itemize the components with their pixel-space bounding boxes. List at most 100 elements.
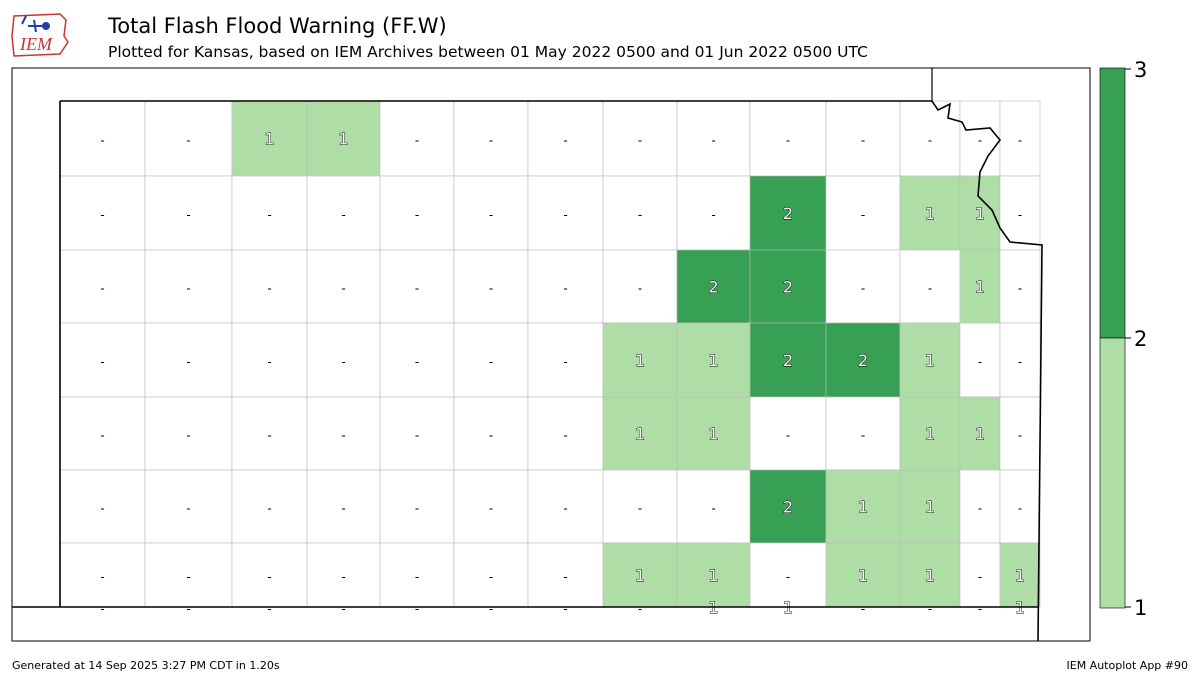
- county-cell: [825, 322, 901, 398]
- county-value-label: -: [786, 134, 790, 148]
- county-value-label: -: [861, 282, 865, 296]
- county-cell: [306, 396, 381, 471]
- county-value-label: -: [100, 355, 104, 369]
- county-value-label: -: [978, 355, 982, 369]
- county-cell: [231, 469, 308, 544]
- county-value-label: -: [100, 208, 104, 222]
- colorbar-tick-3: 3: [1134, 58, 1147, 82]
- county-value-label: -: [563, 134, 567, 148]
- county-cell: [749, 322, 827, 398]
- county-cell: [602, 100, 678, 177]
- county-cell: [379, 322, 455, 398]
- county-cell: [899, 396, 961, 471]
- county-value-label: -: [100, 282, 104, 296]
- county-value-label: -: [415, 429, 419, 443]
- county-cell: [825, 396, 901, 471]
- county-value-label: -: [1018, 134, 1022, 148]
- county-cell: [527, 542, 604, 608]
- county-value-label: -: [638, 208, 642, 222]
- county-value-label: -: [341, 570, 345, 584]
- county-value-label: 1: [635, 351, 645, 370]
- county-cell: [602, 542, 678, 608]
- county-value-label: -: [711, 208, 715, 222]
- county-value-label: -: [341, 282, 345, 296]
- county-value-label: -: [489, 208, 493, 222]
- county-value-label: -: [100, 570, 104, 584]
- county-cell: [749, 249, 827, 324]
- county-cell: [899, 542, 961, 608]
- county-cell: [527, 175, 604, 251]
- county-value-label: -: [341, 355, 345, 369]
- county-value-label: -: [341, 429, 345, 443]
- county-value-label: -: [489, 134, 493, 148]
- county-cell: [527, 249, 604, 324]
- county-cell: [602, 396, 678, 471]
- county-cell: [899, 249, 961, 324]
- county-cell: [379, 100, 455, 177]
- county-value-label: -: [861, 134, 865, 148]
- county-cell: [749, 175, 827, 251]
- county-cell: [602, 469, 678, 544]
- map-title: Total Flash Flood Warning (FF.W): [108, 14, 447, 38]
- county-value-label: 1: [708, 566, 718, 585]
- county-cell: [676, 249, 751, 324]
- county-value-label: -: [186, 282, 190, 296]
- county-value-label: 1: [925, 498, 935, 517]
- county-value-label: -: [267, 429, 271, 443]
- county-cell: [899, 469, 961, 544]
- county-value-label: 2: [783, 351, 793, 370]
- county-value-label: -: [267, 355, 271, 369]
- colorbar-level2: [1099, 67, 1126, 339]
- county-value-label: -: [928, 602, 932, 616]
- county-value-label: -: [186, 134, 190, 148]
- county-cell: [59, 469, 146, 544]
- app-label: IEM Autoplot App #90: [1066, 659, 1189, 672]
- county-cell: [825, 175, 901, 251]
- county-cell: [899, 175, 961, 251]
- county-cell: [306, 322, 381, 398]
- county-value-label: -: [415, 134, 419, 148]
- county-value-label: -: [928, 134, 932, 148]
- county-cell: [527, 322, 604, 398]
- map-subtitle: Plotted for Kansas, based on IEM Archive…: [108, 43, 868, 61]
- county-value-label: -: [928, 282, 932, 296]
- county-value-label: 1: [925, 351, 935, 370]
- county-cell: [825, 249, 901, 324]
- county-value-label: -: [978, 134, 982, 148]
- county-cell: [999, 469, 1041, 544]
- county-cell: [231, 100, 308, 177]
- county-cell: [144, 469, 233, 544]
- county-value-label: -: [861, 602, 865, 616]
- county-value-label: -: [861, 429, 865, 443]
- county-cell: [144, 175, 233, 251]
- county-cell: [306, 100, 381, 177]
- county-cell: [59, 396, 146, 471]
- colorbar-level1: [1099, 337, 1126, 609]
- county-value-label: -: [186, 570, 190, 584]
- county-value-label: 1: [635, 425, 645, 444]
- county-value-label: -: [186, 602, 190, 616]
- county-cell: [59, 542, 146, 608]
- county-value-label: -: [415, 502, 419, 516]
- county-value-label: -: [1018, 208, 1022, 222]
- county-cell: [959, 542, 1001, 608]
- county-value-label: 1: [635, 566, 645, 585]
- county-value-label: 2: [783, 204, 793, 223]
- county-cell: [959, 396, 1001, 471]
- county-value-label: -: [563, 602, 567, 616]
- county-cell: [453, 175, 529, 251]
- county-cell: [676, 542, 751, 608]
- county-value-label: -: [415, 208, 419, 222]
- county-value-label: -: [186, 208, 190, 222]
- county-cell: [602, 175, 678, 251]
- county-cell: [453, 469, 529, 544]
- county-cell: [306, 542, 381, 608]
- county-value-label: -: [489, 602, 493, 616]
- county-value-label: -: [1018, 429, 1022, 443]
- county-layer: - - 1 1 - - - - - - - - - - - - - - - - - - - 2 - 1 1 - - - - - - - - - 2 2 - -…: [59, 100, 1041, 617]
- county-cell: [379, 542, 455, 608]
- county-value-label: -: [978, 602, 982, 616]
- colorbar-tick-1: 1: [1134, 596, 1147, 620]
- county-value-label: 2: [858, 351, 868, 370]
